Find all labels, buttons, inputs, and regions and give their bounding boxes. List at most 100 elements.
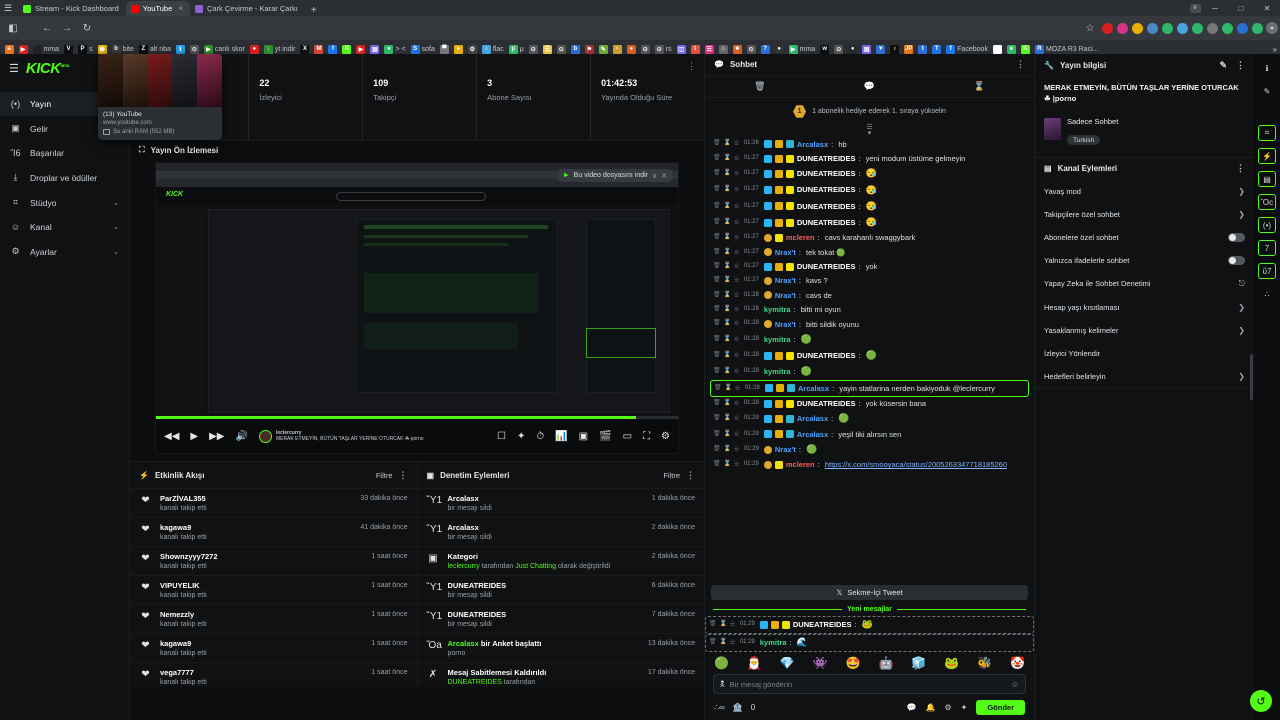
bookmark-star-icon[interactable]: ☆ [1081,19,1099,37]
timeout-icon[interactable]: ⌛ [724,170,731,178]
play-icon[interactable]: ▶ [190,431,198,442]
delete-message-icon[interactable]: 🗑 [713,400,721,408]
delete-message-icon[interactable]: 🗑 [714,385,722,393]
refresh-fab-button[interactable]: ↺ [1250,690,1272,712]
chat-username[interactable]: kymitra [764,335,791,344]
emote-9[interactable]: 🤡 [1010,656,1025,670]
ban-icon[interactable]: ⎒ [734,249,739,257]
ban-icon[interactable]: ⎒ [730,621,735,629]
chat-username[interactable]: DUNEATREIDES [797,399,856,408]
back-icon[interactable]: ← [38,19,56,37]
reload-icon[interactable]: ↻ [78,19,96,37]
sidebar-item-3[interactable]: ⤓ Droplar ve ödüller [0,165,129,190]
chat-username[interactable]: kymitra [764,367,791,376]
activity-row[interactable]: ❤ kagawa9 kanalı takip etti 41 dakika önce [130,517,417,546]
delete-message-icon[interactable]: 🗑 [713,336,721,344]
maximize-button[interactable]: □ [1228,0,1254,16]
pencil-icon[interactable]: ✎ [1258,83,1276,99]
points-icon[interactable]: 🏦 [733,703,743,712]
browser-tab-2[interactable]: Çark Çevirme - Karar Çarkı [190,1,305,16]
close-button[interactable]: ✕ [1254,0,1280,16]
timeout-icon[interactable]: ⌛ [724,277,731,285]
extension-icon-8[interactable] [1222,23,1233,34]
timeout-icon[interactable]: ⌛ [724,140,731,148]
channel-action-8[interactable]: Hedefleri belirleyin ❯ [1035,365,1254,388]
emote-6[interactable]: 🧊 [911,656,926,670]
extension-icon-5[interactable] [1177,23,1188,34]
chat-message[interactable]: 🗑 ⌛ ⎒ 01:27 DUNEATREIDES: yok [710,260,1029,274]
chat-message[interactable]: 🗑 ⌛ ⎒ 01:29 kymitra: 🌊 [705,634,1034,652]
ban-icon[interactable]: ⎒ [735,385,740,393]
moderation-row[interactable]: Ὕ1 DUNEATREIDES bir mesajı sildi 6 dakika ö… [418,575,705,604]
chat-username[interactable]: Nrax't [775,320,796,329]
delete-message-icon[interactable]: 🗑 [713,140,721,148]
moderation-row[interactable]: ✗ Mesaj Sabitlemesi Kaldırıldı DUNEATREIDE… [418,662,705,691]
delete-message-icon[interactable]: 🗑 [709,639,717,647]
chat-username[interactable]: DUNEATREIDES [797,218,856,227]
chat-message[interactable]: 🗑 ⌛ ⎒ 01:29 Arcalasx: 🟢 [710,411,1029,427]
chat-username[interactable]: DUNEATREIDES [793,620,852,629]
timeout-icon[interactable]: ⌛ [724,292,731,300]
broadcast-icon[interactable]: (•) [1258,217,1276,233]
delete-message-icon[interactable]: 🗑 [713,203,721,211]
emote-8[interactable]: 🐝 [977,656,992,670]
channel-action-6[interactable]: Yasaklanmış kelimeler ❯ [1035,319,1254,342]
emote-2[interactable]: 💎 [780,656,795,670]
chat-message[interactable]: 🗑 ⌛ ⎒ 01:27 DUNEATREIDES: 😪 [710,198,1029,214]
camera-icon[interactable]: ὏7 [1258,240,1276,256]
stats-kebab-icon[interactable]: ⋮ [687,61,696,72]
delete-message-icon[interactable]: 🗑 [713,170,721,178]
delete-message-icon[interactable]: 🗑 [713,186,721,194]
chat-username[interactable]: DUNEATREIDES [797,202,856,211]
clip-icon[interactable]: 🎬 [599,431,611,442]
wrench-icon[interactable]: ὒ7 [1258,263,1276,279]
collapse-icon[interactable]: ∨ [652,172,657,180]
chat-icon[interactable]: Ὂc [1258,194,1276,210]
delete-message-icon[interactable]: 🗑 [713,263,721,271]
browser-menu-icon[interactable]: ☰ [0,0,16,16]
chat-username[interactable]: DUNEATREIDES [797,169,856,178]
chat-message[interactable]: 🗑 ⌛ ⎒ 01:28 kymitra: bitti mi oyun [710,303,1029,317]
emote-4[interactable]: 🤩 [846,656,861,670]
close-icon[interactable]: ✕ [661,172,667,180]
moderation-row[interactable]: Ὕ1 DUNEATREIDES bir mesajı sildi 7 dakika ö… [418,604,705,633]
send-button[interactable]: Gönder [976,700,1025,715]
share-icon[interactable]: ∴ [1258,286,1276,302]
emote-7[interactable]: 🐸 [944,656,959,670]
chat-username[interactable]: Nrax't [775,291,796,300]
chat-username[interactable]: DUNEATREIDES [797,154,856,163]
timeout-icon[interactable]: ⌛ [724,203,731,211]
bookmarks-overflow-icon[interactable]: » [1273,45,1277,54]
scroll-down-indicator[interactable]: ☰ ▾ [705,125,1034,137]
chat-username[interactable]: DUNEATREIDES [797,185,856,194]
chat-message[interactable]: 🗑 ⌛ ⎒ 01:29 Arcalasx: yeşil tiki alırsın sen [710,427,1029,441]
timeout-icon[interactable]: ⌛ [724,461,731,469]
delete-message-icon[interactable]: 🗑 [713,368,721,376]
ban-icon[interactable]: ⎒ [734,336,739,344]
chat-username[interactable]: Arcalasx [797,430,828,439]
extension-icon-2[interactable] [1132,23,1143,34]
gift-promo-banner[interactable]: 1 1 abonelik hediye ederek 1. sıraya yük… [705,98,1034,125]
ban-icon[interactable]: ⎒ [734,446,739,454]
forward-icon[interactable]: → [58,19,76,37]
ban-icon[interactable]: ⎒ [734,263,739,271]
timeout-icon[interactable]: ⌛ [724,234,731,242]
delete-message-icon[interactable]: 🗑 [713,292,721,300]
timeout-icon[interactable]: ⌛ [724,186,731,194]
moderation-row[interactable]: Ὕ1 Arcalasx bir mesajı sildi 2 dakika önce [418,517,705,546]
emoji-icon[interactable]: ☺ [1011,680,1019,689]
extension-icon-9[interactable] [1237,23,1248,34]
chat-username[interactable]: Nrax't [775,276,796,285]
chat-input[interactable]: Bir mesaj gönderin [730,680,1006,689]
chat-message[interactable]: 🗑 ⌛ ⎒ 01:28 DUNEATREIDES: 🟢 [710,348,1029,364]
delete-message-icon[interactable]: 🗑 [713,446,721,454]
timeout-icon[interactable]: ⌛ [724,368,731,376]
sidebar-collapse-icon[interactable]: ☰ [9,62,19,75]
timeout-icon[interactable]: ⌛ [724,320,731,328]
kebab-icon[interactable]: ⋮ [1236,60,1245,71]
ban-icon[interactable]: ⎒ [734,170,739,178]
chat-username[interactable]: DUNEATREIDES [797,351,856,360]
ban-icon[interactable]: ⎒ [734,292,739,300]
emote-3[interactable]: 👾 [813,656,828,670]
ban-icon[interactable]: ⎒ [734,155,739,163]
